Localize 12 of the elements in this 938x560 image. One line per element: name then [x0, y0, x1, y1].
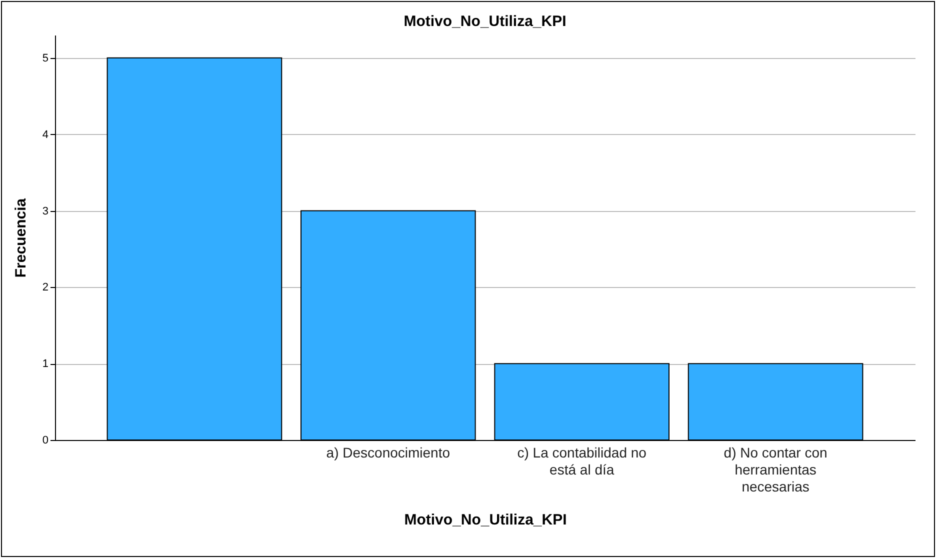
- y-tick-label: 4: [42, 128, 48, 141]
- x-tick-label: a) Desconocimiento: [326, 444, 450, 460]
- y-tick-label: 5: [42, 52, 48, 64]
- x-tick-label: d) No contar con herramientas necesarias: [724, 444, 828, 494]
- y-tick-label: 2: [42, 282, 48, 294]
- x-tick-label: c) La contabilidad no está al día: [517, 444, 647, 478]
- y-tick-label: 3: [42, 205, 48, 218]
- y-axis-title: Frecuencia: [12, 198, 30, 278]
- chart-title: Motivo_No_Utiliza_KPI: [404, 13, 566, 30]
- y-tick-label: 1: [42, 358, 48, 370]
- x-axis-title: Motivo_No_Utiliza_KPI: [404, 512, 567, 528]
- y-tick-label: 0: [42, 434, 48, 446]
